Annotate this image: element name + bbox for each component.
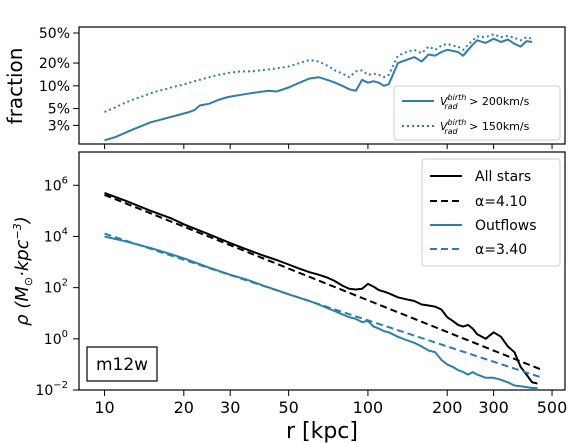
halo-annotation-box [86, 346, 158, 382]
bottom-x-tick-label-6: 300 [478, 398, 509, 417]
top-legend-label-1: Vbirth rad > 200km/s [440, 93, 530, 111]
bottom-panel: 10−2 100 102 104 106 10 20 30 50 100 200 300 500 r … [11, 151, 568, 443]
bottom-x-tick-label-1: 20 [174, 398, 194, 417]
top-series-line-0 [104, 37, 533, 142]
halo-annotation-label: m12w [96, 355, 148, 375]
bottom-legend: All stars α=4.10 Outflows α=3.40 [421, 158, 561, 267]
bottom-series-line-0 [104, 192, 538, 385]
bottom-x-tick-label-3: 50 [278, 398, 298, 417]
bottom-x-axis-label: r [kpc] [286, 419, 358, 443]
bottom-y-tick-label-2: 102 [44, 278, 68, 297]
halo-annotation: m12w [86, 346, 158, 382]
bottom-y-tick-label-3: 104 [44, 226, 68, 245]
bottom-y-axis-label: ρ (M⊙·kpc−3) [11, 216, 35, 326]
bottom-legend-box [421, 158, 561, 267]
bottom-legend-label-outflows: Outflows [475, 218, 537, 234]
top-y-tick-label-2: 10% [39, 79, 70, 95]
bottom-legend-label-alpha-340: α=3.40 [475, 242, 527, 258]
top-legend-label-2: Vbirth rad > 150km/s [440, 118, 530, 136]
bottom-y-tick-label-4: 106 [44, 175, 68, 194]
top-legend: Vbirth rad > 200km/s Vbirth rad > 150km/s [393, 85, 561, 141]
bottom-x-tick-label-5: 200 [432, 398, 463, 417]
top-y-tick-label-4: 50% [39, 26, 70, 42]
bottom-legend-label-all-stars: All stars [475, 169, 531, 185]
top-y-tick-label-0: 3% [48, 118, 70, 134]
bottom-y-tick-label-0: 10−2 [35, 380, 68, 399]
top-y-tick-label-1: 5% [48, 102, 70, 118]
top-y-axis-label: fraction [3, 48, 27, 125]
bottom-x-tick-label-4: 100 [353, 398, 384, 417]
bottom-y-tick-label-1: 100 [44, 329, 68, 348]
bottom-x-tick-label-0: 10 [94, 398, 114, 417]
top-y-tick-label-3: 20% [39, 56, 70, 72]
bottom-x-tick-label-2: 30 [220, 398, 240, 417]
top-panel: 3%5% 10% 20% 50% fraction Vbirth rad > 200km… [3, 26, 566, 149]
bottom-plot-frame [78, 151, 566, 391]
top-legend-box [393, 85, 561, 141]
bottom-legend-label-alpha-410: α=4.10 [475, 194, 527, 210]
bottom-series-line-2 [104, 235, 538, 389]
bottom-x-tick-label-7: 500 [537, 398, 568, 417]
bottom-series-line-1 [104, 193, 543, 372]
